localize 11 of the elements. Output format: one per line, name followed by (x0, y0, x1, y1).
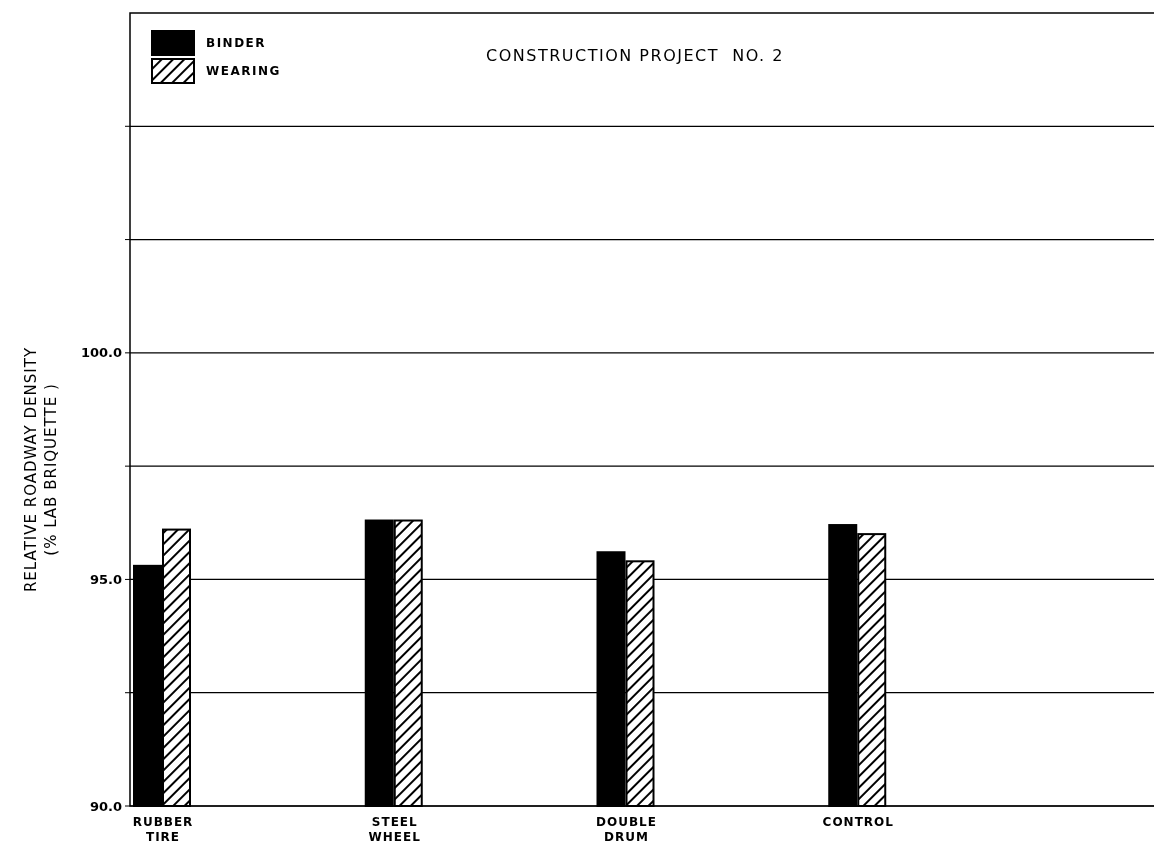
y-tick-label: 100.0 (80, 345, 122, 361)
x-tick-label: RUBBER TIRE (132, 815, 194, 844)
text: CONSTRUCTION PROJECT NO. 2 (486, 46, 784, 65)
x-tick-label: DOUBLE DRUM (596, 815, 657, 844)
y-tick-label: 95.0 (89, 571, 122, 587)
legend-label: WEARING (206, 64, 281, 79)
y-axis-title: RELATIVE ROADWAY DENSITY (% LAB BRIQUETTE ) (22, 346, 60, 593)
y-tick-label: 90.0 (89, 798, 122, 814)
legend-label: BINDER (206, 36, 267, 51)
x-tick-label: CONTROL (822, 815, 894, 829)
x-tick-label: STEEL WHEEL (368, 815, 421, 844)
